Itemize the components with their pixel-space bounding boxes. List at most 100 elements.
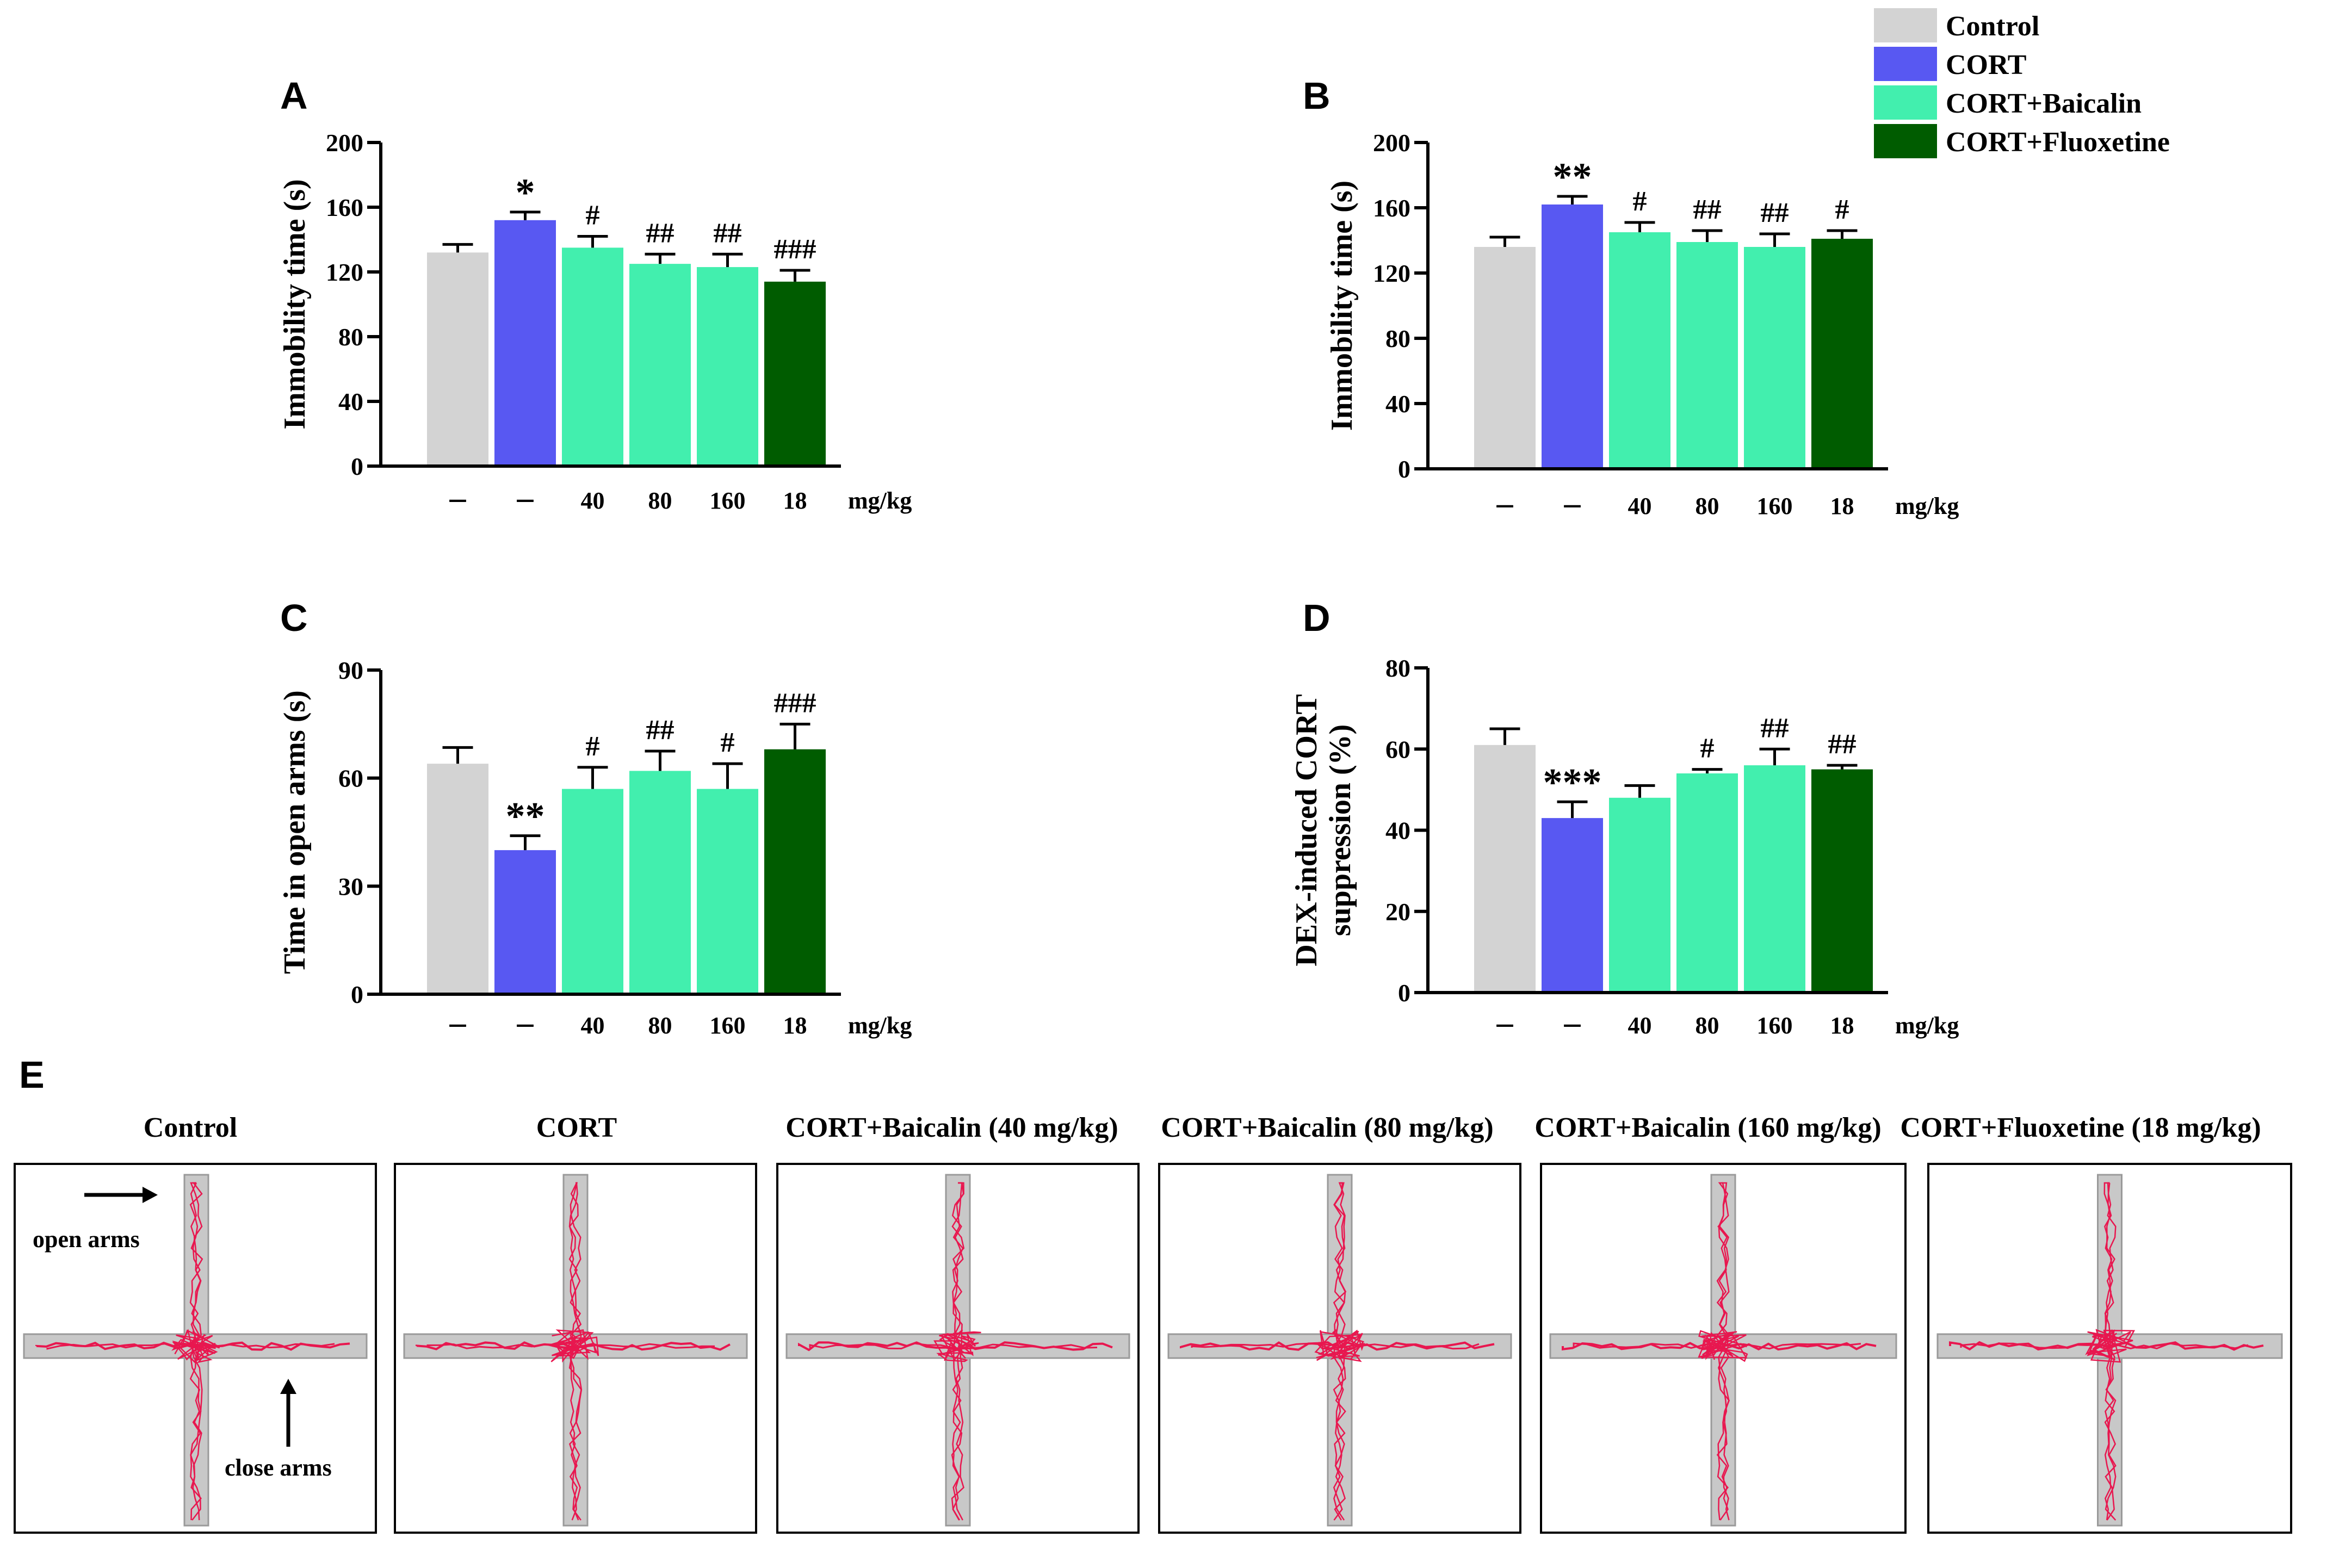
legend-label-1: CORT: [1946, 49, 2026, 80]
y-tick-label: 160: [1373, 194, 1410, 222]
close-arms-label: close arms: [225, 1454, 332, 1481]
y-tick-label: 0: [351, 981, 363, 1008]
x-tick-label: 40: [1628, 493, 1652, 519]
y-tick-label: 30: [338, 872, 363, 900]
y-tick-label: 200: [326, 129, 363, 157]
maze-title: CORT+Baicalin (40 mg/kg): [785, 1112, 1118, 1143]
maze-panel-0: Control: [14, 1112, 377, 1534]
x-tick-label: –: [1496, 1005, 1514, 1040]
bar-B-1: [1542, 204, 1603, 467]
track-center: [1698, 1330, 1748, 1362]
x-tick-label: 18: [783, 1012, 807, 1039]
bar-C-4: [697, 789, 758, 993]
y-tick-label: 80: [1385, 654, 1410, 682]
bar-A-0: [427, 252, 488, 464]
bar-C-5: [764, 749, 826, 993]
legend-label-0: Control: [1946, 11, 2039, 42]
significance-label: ###: [774, 234, 816, 265]
maze-panel-5: CORT+Fluoxetine (18 mg/kg): [1900, 1112, 2292, 1534]
panel-e-maze-tracks: E Control CORT CORT+Baicalin (40 mg/kg) CORT…: [14, 1053, 2292, 1534]
bar-D-3: [1676, 773, 1738, 991]
bar-D-4: [1744, 765, 1805, 991]
significance-label: ##: [1828, 729, 1857, 760]
track-vertical: [569, 1182, 582, 1521]
chart-B: B 0 40 80 120 160 200 Immobility time (s) – ** – #4…: [1303, 75, 1959, 521]
significance-label: #: [1633, 186, 1647, 217]
y-tick-label: 200: [1373, 129, 1410, 157]
track-horizontal: [1191, 1342, 1480, 1350]
y-tick-label: 120: [326, 258, 363, 286]
panel-letter-D: D: [1303, 597, 1331, 639]
y-axis-label: DEX-induced CORTsuppression (%): [1290, 694, 1357, 966]
maze-title: CORT+Baicalin (80 mg/kg): [1161, 1112, 1493, 1143]
y-tick-label: 120: [1373, 259, 1410, 287]
bar-B-4: [1744, 247, 1805, 467]
bar-C-3: [629, 771, 691, 993]
track-center: [2085, 1329, 2136, 1363]
significance-label: #: [721, 727, 735, 758]
bar-D-2: [1609, 797, 1670, 991]
x-tick-label: –: [1496, 485, 1514, 521]
y-tick-label: 0: [1398, 455, 1410, 483]
panel-letter-A: A: [280, 75, 308, 117]
x-tick-label: 40: [581, 1012, 605, 1039]
x-tick-label: –: [1564, 485, 1581, 521]
track-horizontal: [46, 1343, 335, 1350]
chart-A: A 0 40 80 120 160 200 Immobility time (s) – * – #40…: [278, 75, 912, 516]
bar-C-0: [427, 764, 488, 993]
significance-label: #: [586, 200, 600, 231]
legend-swatch-1: [1874, 47, 1937, 81]
x-tick-label: –: [517, 480, 534, 516]
x-tick-label: 80: [1696, 493, 1719, 519]
track-horizontal: [426, 1343, 715, 1350]
panel-letter-C: C: [280, 597, 308, 639]
bar-A-3: [629, 264, 691, 464]
maze-panel-2: CORT+Baicalin (40 mg/kg): [776, 1112, 1140, 1534]
x-tick-label: 18: [1830, 1012, 1854, 1039]
legend: Control CORT CORT+Baicalin CORT+Fluoxetine: [1874, 8, 2170, 158]
y-axis-label: Immobility time (s): [1325, 181, 1359, 431]
bar-A-5: [764, 281, 826, 464]
x-tick-label: 160: [1757, 1012, 1793, 1039]
open-arms-arrowhead: [143, 1187, 158, 1203]
x-tick-label: 160: [710, 1012, 746, 1039]
bar-A-4: [697, 267, 758, 464]
maze-panel-1: CORT: [394, 1112, 757, 1534]
bar-A-1: [494, 220, 556, 464]
significance-label: ##: [1693, 194, 1722, 225]
significance-label: **: [506, 795, 545, 838]
chart-D: D 0 20 40 60 80 DEX-induced CORTsuppression (%…: [1290, 597, 1959, 1040]
y-tick-label: 0: [351, 453, 363, 480]
y-tick-label: 160: [326, 194, 363, 221]
track-center: [171, 1329, 220, 1364]
bar-B-3: [1676, 242, 1738, 467]
maze-panel-3: CORT+Baicalin (80 mg/kg): [1158, 1112, 1521, 1534]
panel-letter-E: E: [19, 1053, 45, 1096]
close-arms-arrowhead: [280, 1379, 296, 1394]
legend-swatch-2: [1874, 85, 1937, 120]
significance-label: ##: [646, 218, 675, 249]
maze-annotations: open arms close arms: [33, 1187, 332, 1481]
x-tick-label: 80: [648, 487, 672, 514]
bar-D-0: [1474, 745, 1536, 991]
track-center: [550, 1329, 599, 1363]
track-center: [1314, 1329, 1365, 1362]
maze-title: Control: [144, 1112, 237, 1143]
bar-C-1: [494, 850, 556, 993]
bar-C-2: [562, 789, 623, 993]
significance-label: ##: [1761, 712, 1789, 743]
bar-D-5: [1811, 769, 1873, 991]
maze-panel-4: CORT+Baicalin (160 mg/kg): [1534, 1112, 1907, 1534]
y-axis-label: Time in open arms (s): [278, 690, 312, 974]
significance-label: *: [516, 171, 535, 214]
y-tick-label: 40: [1385, 390, 1410, 418]
x-tick-label: 40: [581, 487, 605, 514]
unit-label: mg/kg: [848, 1012, 912, 1039]
bar-D-1: [1542, 818, 1603, 991]
maze-title: CORT+Fluoxetine (18 mg/kg): [1900, 1112, 2261, 1143]
y-tick-label: 40: [338, 388, 363, 416]
track-center: [933, 1329, 981, 1362]
significance-label: **: [1553, 155, 1592, 199]
y-tick-label: 0: [1398, 979, 1410, 1007]
